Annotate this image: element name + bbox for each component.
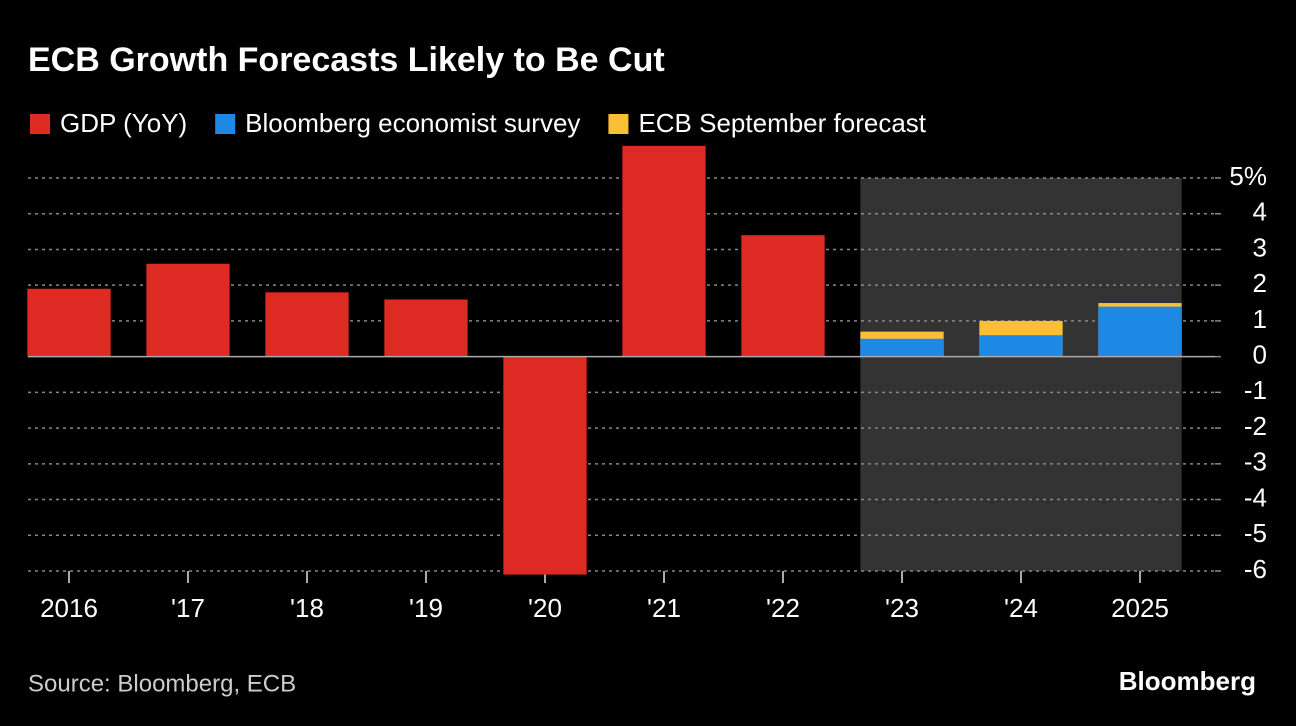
bar: [265, 292, 349, 357]
x-tick-label: '20: [528, 593, 562, 623]
source: Source: Bloomberg, ECB: [28, 670, 296, 697]
y-tick-label: -3: [1244, 447, 1267, 477]
legend-label: ECB September forecast: [638, 108, 926, 138]
y-tick-label: -6: [1244, 554, 1267, 584]
legend-swatch: [608, 114, 629, 134]
x-tick-label: '22: [766, 593, 800, 623]
bar: [1098, 306, 1182, 357]
x-tick-label: '18: [290, 593, 324, 623]
y-tick-label: 2: [1253, 268, 1267, 298]
bar: [622, 145, 706, 357]
bar: [27, 288, 111, 357]
x-tick-label: 2025: [1111, 593, 1169, 623]
y-tick-label: -5: [1244, 518, 1267, 548]
x-tick-label: '23: [885, 593, 919, 623]
legend-label: Bloomberg economist survey: [245, 108, 580, 138]
y-tick-label: 3: [1253, 232, 1267, 262]
legend-label: GDP (YoY): [60, 108, 187, 138]
x-tick-label: '24: [1004, 593, 1038, 623]
legend-swatch: [30, 114, 50, 134]
x-tick-label: 2016: [40, 593, 98, 623]
bar: [741, 235, 825, 357]
y-tick-label: 0: [1253, 340, 1267, 370]
y-tick-label: -4: [1244, 482, 1267, 512]
x-tick-label: '17: [171, 593, 205, 623]
y-tick-label: 1: [1253, 304, 1267, 334]
legend-swatch: [215, 114, 236, 134]
forecast-shade: [860, 178, 1182, 571]
y-tick-label: -2: [1244, 411, 1267, 441]
bar: [860, 338, 944, 357]
x-tick-label: '21: [647, 593, 681, 623]
chart-title: ECB Growth Forecasts Likely to Be Cut: [28, 41, 665, 79]
y-tick-label: -1: [1244, 375, 1267, 405]
x-tick-label: '19: [409, 593, 443, 623]
y-tick-label: 4: [1253, 197, 1267, 227]
bar: [384, 299, 468, 357]
y-tick-label: 5%: [1229, 161, 1267, 191]
bar: [146, 263, 230, 357]
brand: Bloomberg: [1119, 666, 1256, 696]
bar: [503, 356, 587, 575]
bar: [979, 335, 1063, 357]
